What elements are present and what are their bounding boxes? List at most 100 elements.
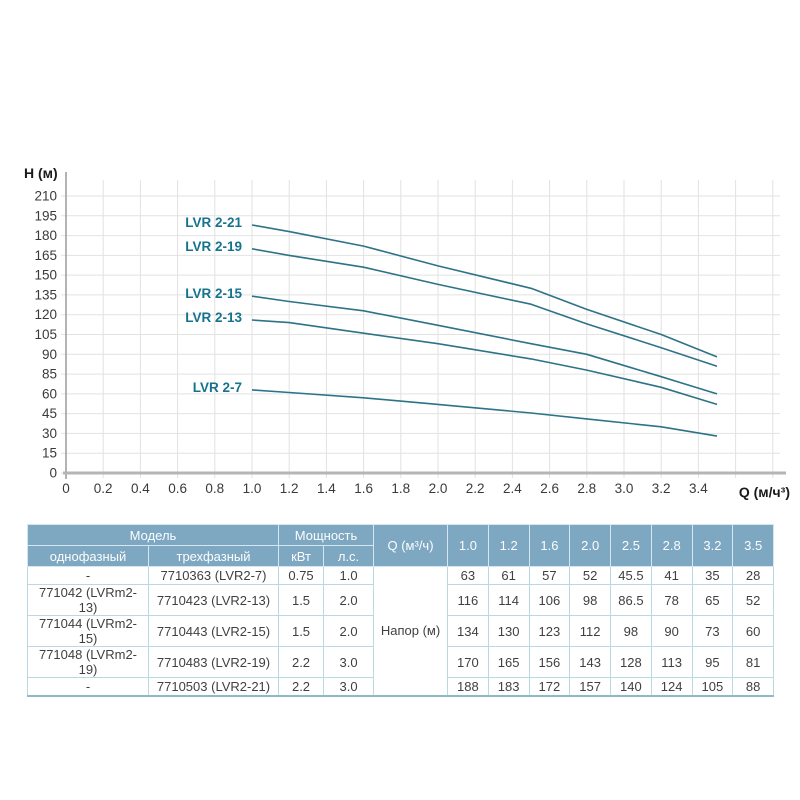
cell-kw: 0.75 <box>278 566 325 585</box>
cell-head-value: 63 <box>447 566 489 585</box>
header-q-value: 1.6 <box>528 524 571 567</box>
header-q-value: 2.0 <box>569 524 612 567</box>
x-axis-title: Q (м/ч³) <box>739 484 790 500</box>
cell-head-value: 116 <box>447 584 489 616</box>
cell-head-label: Напор (м) <box>373 566 449 696</box>
x-tick-label: 1.2 <box>280 481 299 496</box>
cell-head-value: 41 <box>650 566 693 585</box>
x-tick-label: 2.6 <box>540 481 559 496</box>
cell-head-value: 123 <box>528 615 571 647</box>
cell-hp: 2.0 <box>323 615 375 647</box>
x-tick-label: 3.4 <box>689 481 708 496</box>
cell-head-value: 65 <box>691 584 734 616</box>
cell-head-value: 81 <box>732 646 775 678</box>
cell-head-value: 130 <box>487 615 530 647</box>
cell-head-value: 114 <box>487 584 530 616</box>
x-tick-label: 1.0 <box>243 481 262 496</box>
x-tick-label: 1.6 <box>354 481 373 496</box>
cell-head-value: 172 <box>528 677 571 696</box>
y-tick-label: 165 <box>34 248 57 263</box>
cell-single-phase: - <box>27 566 149 585</box>
x-tick-label: 2.0 <box>429 481 448 496</box>
curve-lvr-2-7 <box>251 389 718 437</box>
cell-single-phase: 771044 (LVRm2-15) <box>27 615 149 647</box>
cell-head-value: 157 <box>569 677 612 696</box>
cell-hp: 2.0 <box>323 584 375 616</box>
curve-lvr-2-21 <box>251 224 718 358</box>
table-header-row-groups: Модель Мощность Q (м³/ч) 1.0 1.2 1.6 2.0… <box>26 524 775 567</box>
cell-hp: 1.0 <box>323 566 375 585</box>
x-tick-label: 2.8 <box>577 481 596 496</box>
cell-head-value: 86.5 <box>610 584 652 616</box>
table-row: 771044 (LVRm2-15) 7710443 (LVR2-15) 1.5 … <box>27 615 775 647</box>
cell-head-value: 124 <box>650 677 693 696</box>
cell-kw: 1.5 <box>278 584 325 616</box>
curve-label-lvr-2-19: LVR 2-19 <box>185 239 242 254</box>
y-tick-label: 0 <box>49 466 57 481</box>
cell-head-value: 105 <box>691 677 734 696</box>
y-tick-label: 60 <box>42 386 57 401</box>
header-q-flow: Q (м³/ч) <box>373 524 449 567</box>
curve-lvr-2-13 <box>251 319 718 406</box>
cell-hp: 3.0 <box>323 646 375 678</box>
header-model: Модель <box>26 524 280 546</box>
x-tick-label: 0.4 <box>131 481 150 496</box>
header-kw: кВт <box>278 545 325 567</box>
x-tick-label: 3.2 <box>652 481 671 496</box>
cell-single-phase: 771048 (LVRm2-19) <box>27 646 149 678</box>
header-three-phase: трехфазный <box>147 545 280 567</box>
pump-curves-chart: 0 15 30 45 60 85 90 105 120 135 150 165 180 195 210 0 0.… <box>24 165 790 500</box>
cell-three-phase: 7710443 (LVR2-15) <box>147 615 280 647</box>
x-tick-label: 0.2 <box>94 481 113 496</box>
cell-head-value: 143 <box>569 646 612 678</box>
x-tick-label: 1.4 <box>317 481 336 496</box>
cell-head-value: 128 <box>610 646 652 678</box>
cell-head-value: 140 <box>610 677 652 696</box>
cell-head-value: 57 <box>528 566 571 585</box>
curve-label-lvr-2-7: LVR 2-7 <box>193 380 242 395</box>
cell-head-value: 52 <box>732 584 775 616</box>
cell-head-value: 35 <box>691 566 734 585</box>
cell-hp: 3.0 <box>323 677 375 696</box>
y-tick-label: 85 <box>42 367 57 382</box>
header-q-value: 3.5 <box>732 524 775 567</box>
y-tick-label: 150 <box>34 268 57 283</box>
curve-lvr-2-19 <box>251 248 718 367</box>
cell-head-value: 188 <box>447 677 489 696</box>
cell-three-phase: 7710363 (LVR2-7) <box>147 566 280 585</box>
cell-kw: 2.2 <box>278 646 325 678</box>
cell-head-value: 95 <box>691 646 734 678</box>
y-tick-label: 15 <box>42 446 57 461</box>
cell-head-value: 73 <box>691 615 734 647</box>
cell-head-value: 28 <box>732 566 775 585</box>
table-row: 771048 (LVRm2-19) 7710483 (LVR2-19) 2.2 … <box>27 646 775 678</box>
header-power: Мощность <box>278 524 375 546</box>
cell-three-phase: 7710423 (LVR2-13) <box>147 584 280 616</box>
curve-label-lvr-2-15: LVR 2-15 <box>185 286 242 301</box>
y-tick-label: 105 <box>34 327 57 342</box>
y-axis-title: H (м) <box>24 165 58 181</box>
cell-head-value: 52 <box>569 566 612 585</box>
header-hp: л.с. <box>323 545 375 567</box>
header-q-value: 1.2 <box>487 524 530 567</box>
cell-head-value: 156 <box>528 646 571 678</box>
curve-lvr-2-15 <box>251 295 718 395</box>
table-header-row-sub: однофазный трехфазный кВт л.с. <box>27 545 774 567</box>
cell-head-value: 90 <box>650 615 693 647</box>
y-tick-label: 210 <box>34 189 57 204</box>
x-tick-label: 0.8 <box>205 481 224 496</box>
cell-head-value: 61 <box>487 566 530 585</box>
y-tick-label: 45 <box>42 406 57 421</box>
header-single-phase: однофазный <box>27 545 149 567</box>
table-row: 771042 (LVRm2-13) 7710423 (LVR2-13) 1.5 … <box>27 584 775 616</box>
header-q-value: 1.0 <box>447 524 489 567</box>
cell-head-value: 78 <box>650 584 693 616</box>
cell-head-value: 165 <box>487 646 530 678</box>
cell-head-value: 183 <box>487 677 530 696</box>
cell-head-value: 170 <box>447 646 489 678</box>
cell-head-value: 88 <box>732 677 775 696</box>
curve-label-lvr-2-13: LVR 2-13 <box>185 310 242 325</box>
cell-head-value: 112 <box>569 615 612 647</box>
cell-single-phase: - <box>27 677 149 696</box>
y-tick-label: 195 <box>34 208 57 223</box>
